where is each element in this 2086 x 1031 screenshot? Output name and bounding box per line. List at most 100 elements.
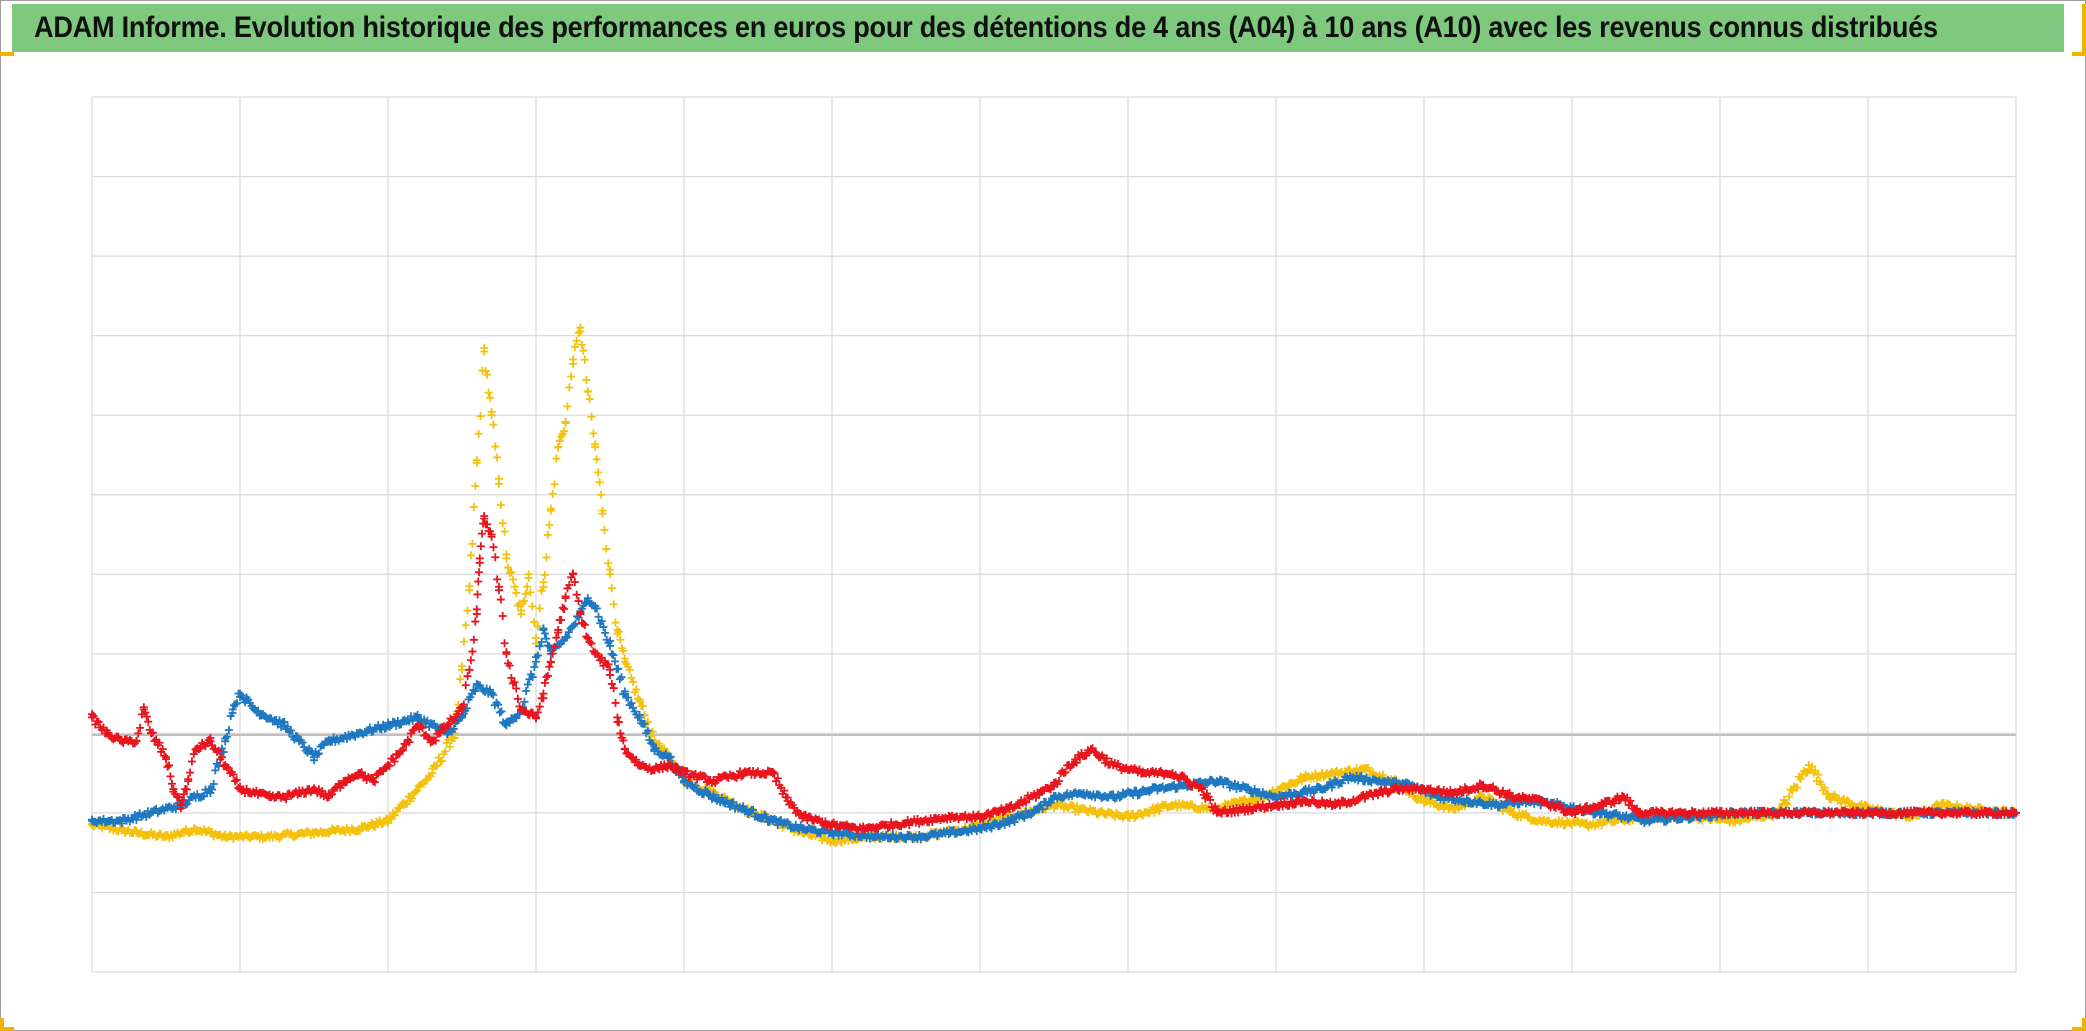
data-point (324, 737, 333, 746)
data-point (505, 661, 514, 670)
data-point (576, 610, 585, 619)
corner-mark-bottom-right-h (2072, 1027, 2086, 1031)
data-point (1061, 768, 1070, 777)
data-point (616, 635, 625, 644)
data-point (1094, 808, 1103, 817)
data-point (591, 602, 600, 611)
data-point (620, 745, 629, 754)
data-point (186, 768, 195, 777)
data-point (620, 657, 629, 666)
data-point (1079, 789, 1088, 798)
data-point (458, 705, 466, 714)
data-point (463, 606, 472, 615)
data-point (495, 474, 503, 483)
data-point (550, 480, 559, 489)
data-point (546, 657, 555, 666)
corner-mark-top-right (2072, 52, 2086, 56)
data-point (1420, 785, 1428, 794)
data-point (1760, 808, 1769, 817)
data-point (458, 665, 466, 674)
data-point (456, 675, 465, 684)
data-point (783, 796, 792, 805)
data-point (828, 836, 836, 845)
data-point (1538, 816, 1547, 825)
data-point (601, 628, 610, 637)
data-point (632, 755, 641, 764)
data-point (1599, 801, 1608, 810)
data-point (572, 336, 581, 345)
data-point (617, 673, 626, 682)
data-point (643, 726, 652, 735)
data-point (445, 742, 454, 751)
data-point (250, 789, 259, 798)
data-point (481, 367, 490, 376)
data-point (136, 723, 145, 732)
data-point (762, 812, 771, 821)
data-point (483, 520, 492, 529)
data-point (828, 820, 836, 829)
data-point (1316, 785, 1325, 794)
data-point (443, 721, 452, 730)
data-point (465, 586, 474, 595)
data-point (1804, 808, 1813, 817)
data-point (611, 618, 620, 627)
data-point (265, 832, 274, 841)
corner-mark-bottom-left (0, 1018, 4, 1031)
data-point (214, 746, 223, 755)
data-point (620, 689, 629, 698)
data-point (592, 455, 601, 464)
data-point (579, 346, 588, 355)
data-point (574, 613, 583, 622)
data-point (535, 642, 544, 651)
data-point (554, 625, 563, 634)
data-point (88, 713, 96, 722)
data-point (224, 726, 233, 735)
data-point (493, 575, 502, 584)
data-point (1796, 774, 1805, 783)
data-point (614, 664, 623, 673)
data-point (314, 749, 323, 758)
data-point (577, 340, 586, 349)
data-point (1610, 799, 1619, 808)
data-point (638, 702, 647, 711)
data-point (1054, 777, 1063, 786)
data-point (1357, 772, 1366, 781)
data-point (407, 794, 416, 803)
data-point (1507, 804, 1516, 813)
data-point (1375, 777, 1384, 786)
data-point (162, 753, 170, 762)
data-point (1346, 773, 1354, 782)
data-point (496, 500, 505, 509)
data-point (1173, 784, 1182, 793)
data-point (539, 578, 548, 587)
data-point (324, 793, 333, 801)
data-point (310, 828, 318, 837)
data-point (1102, 754, 1111, 763)
data-point (507, 673, 516, 682)
data-point (673, 763, 682, 772)
data-point (191, 824, 200, 833)
data-point (561, 419, 570, 428)
data-point (798, 824, 807, 833)
data-point (370, 778, 379, 787)
data-point (384, 816, 392, 825)
data-point (486, 393, 495, 402)
data-point (1814, 770, 1823, 779)
data-point (647, 732, 656, 741)
data-point (1331, 769, 1340, 778)
data-point (548, 649, 557, 658)
data-point (522, 686, 531, 695)
data-point (540, 571, 549, 580)
data-point (790, 803, 799, 812)
data-point (543, 671, 552, 680)
data-point (189, 750, 198, 759)
data-point (600, 525, 609, 534)
data-point (619, 736, 628, 745)
data-point (528, 673, 537, 682)
data-point (1005, 816, 1014, 825)
data-point (498, 612, 507, 621)
data-point (1538, 796, 1547, 805)
data-point (144, 717, 153, 726)
data-point (625, 665, 634, 674)
data-point (530, 618, 539, 627)
